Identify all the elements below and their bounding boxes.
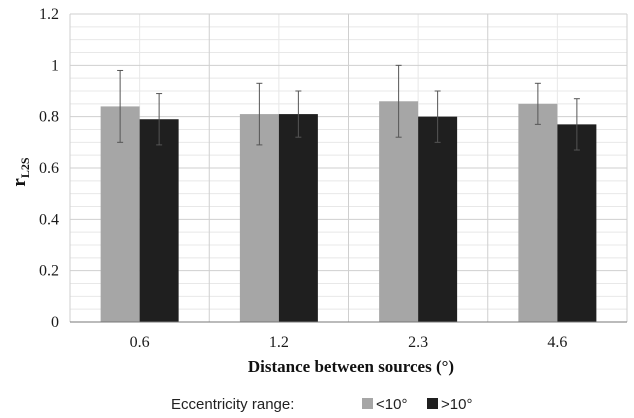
bar xyxy=(139,119,179,322)
legend-swatch-above-10 xyxy=(427,398,438,409)
y-tick-label: 0.8 xyxy=(39,109,59,126)
legend-swatch-below-10 xyxy=(362,398,373,409)
y-tick-label: 0 xyxy=(51,314,59,331)
error-bars xyxy=(117,64,580,151)
legend-label-below-10: <10° xyxy=(376,396,407,413)
y-tick-label: 1 xyxy=(51,57,59,74)
y-tick-label: 0.2 xyxy=(39,263,59,280)
x-axis-title: Distance between sources (°) xyxy=(248,357,454,376)
bar xyxy=(239,114,279,322)
y-axis-ticks: 0 0.2 0.4 0.6 0.8 1 1.2 xyxy=(39,6,59,331)
x-tick-label: 4.6 xyxy=(547,334,567,351)
legend: Eccentricity range: <10° >10° xyxy=(171,396,472,413)
x-tick-label: 1.2 xyxy=(269,334,289,351)
bar xyxy=(518,103,558,322)
y-tick-label: 0.6 xyxy=(39,160,59,177)
legend-label-above-10: >10° xyxy=(441,396,472,413)
bar xyxy=(557,124,597,322)
x-tick-label: 0.6 xyxy=(130,334,150,351)
bar xyxy=(278,114,318,322)
x-tick-label: 2.3 xyxy=(408,334,428,351)
y-tick-label: 0.4 xyxy=(39,211,59,228)
y-axis-title: rL2S xyxy=(9,157,32,186)
x-axis-ticks: 0.6 1.2 2.3 4.6 xyxy=(130,334,568,351)
bars xyxy=(100,101,597,323)
legend-title: Eccentricity range: xyxy=(171,396,294,413)
bar xyxy=(418,116,458,323)
bar xyxy=(379,101,419,323)
y-tick-label: 1.2 xyxy=(39,6,59,23)
